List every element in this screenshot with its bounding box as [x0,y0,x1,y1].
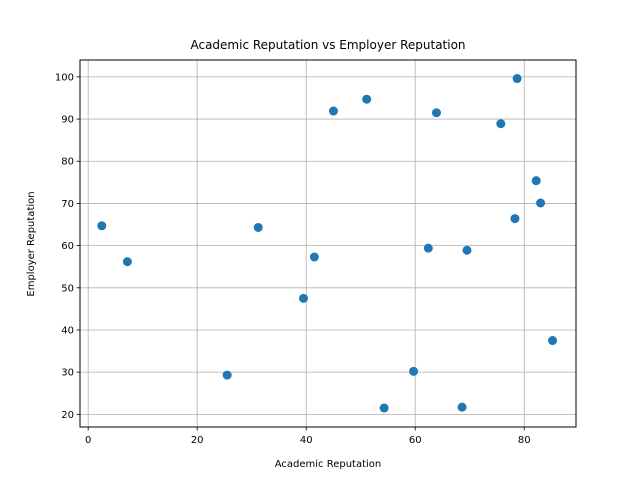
data-point [379,403,389,413]
x-tick-label: 60 [409,435,422,446]
data-point [222,370,232,380]
axis-ticks: 0 20 40 60 80 20 30 40 50 60 70 80 90 100 [55,72,531,446]
y-tick-label: 50 [61,283,74,294]
y-axis-label: Employer Reputation [26,191,37,296]
data-point [431,108,441,118]
y-tick-label: 100 [55,72,74,83]
y-tick-label: 60 [61,241,74,252]
data-point [409,366,419,376]
data-point [548,336,558,346]
data-point [462,245,472,255]
data-point [362,94,372,104]
y-tick-label: 90 [61,115,74,126]
x-axis-label: Academic Reputation [275,459,382,470]
chart-title: Academic Reputation vs Employer Reputati… [190,38,465,52]
x-tick-label: 20 [191,435,204,446]
data-point [97,221,107,231]
y-tick-label: 20 [61,410,74,421]
data-point [423,243,433,253]
data-point [253,222,263,232]
data-points [97,74,558,413]
data-point [457,402,467,412]
x-tick-label: 0 [85,435,91,446]
data-point [298,293,308,303]
data-point [328,106,338,116]
data-point [309,252,319,262]
data-point [512,74,522,84]
y-tick-label: 40 [61,325,74,336]
y-tick-label: 30 [61,368,74,379]
data-point [536,198,546,208]
data-point [510,214,520,224]
plot-area-frame [79,59,577,428]
x-tick-label: 80 [518,435,531,446]
x-tick-label: 40 [300,435,313,446]
data-point [531,176,541,186]
y-tick-label: 70 [61,199,74,210]
data-point [496,119,506,129]
data-point [122,257,132,267]
y-tick-label: 80 [61,157,74,168]
grid-lines [80,60,576,427]
